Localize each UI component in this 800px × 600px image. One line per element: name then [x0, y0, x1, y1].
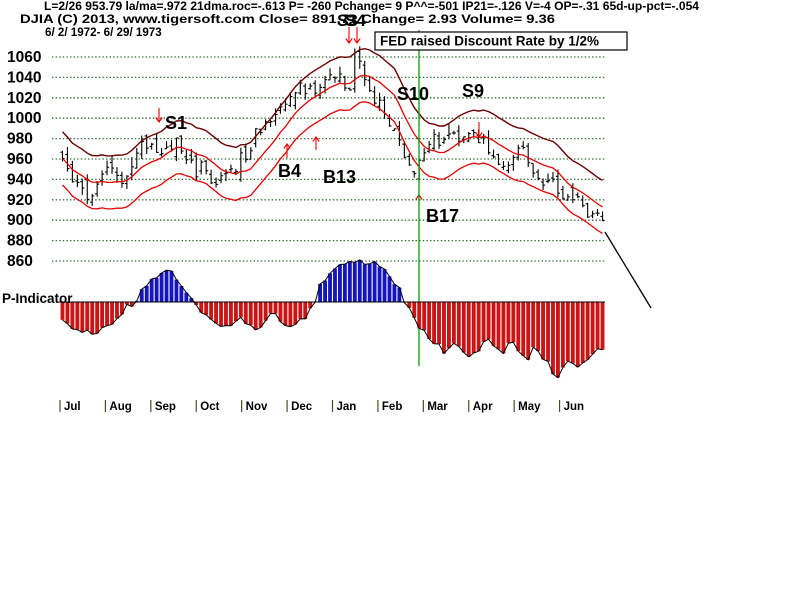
svg-text:S9: S9 — [462, 81, 484, 101]
svg-text:Jul: Jul — [64, 401, 81, 413]
svg-text:B4: B4 — [278, 161, 301, 181]
svg-text:860: 860 — [7, 253, 33, 270]
svg-text:S1: S1 — [165, 113, 187, 133]
svg-text:Apr: Apr — [473, 401, 493, 413]
svg-text:6/ 2/ 1972- 6/ 29/ 1973: 6/ 2/ 1972- 6/ 29/ 1973 — [45, 26, 162, 39]
svg-text:B17: B17 — [426, 206, 459, 226]
svg-text:May: May — [518, 401, 541, 413]
svg-text:1020: 1020 — [7, 90, 41, 107]
svg-text:980: 980 — [7, 131, 33, 148]
svg-text:Aug: Aug — [109, 401, 131, 413]
svg-text:880: 880 — [7, 233, 33, 250]
svg-text:1000: 1000 — [7, 110, 41, 127]
svg-text:Nov: Nov — [246, 401, 268, 413]
svg-text:Dec: Dec — [291, 401, 313, 413]
svg-text:Jun: Jun — [564, 401, 584, 413]
svg-text:1040: 1040 — [7, 69, 41, 86]
svg-text:Oct: Oct — [200, 401, 219, 413]
svg-text:Jan: Jan — [337, 401, 357, 413]
svg-text:P-Indicator: P-Indicator — [2, 291, 73, 306]
svg-text:L=2/26 953.79 la/ma=.972 2: L=2/26 953.79 la/ma=.972 21dma.roc=-.613… — [44, 0, 700, 13]
svg-text:Feb: Feb — [382, 401, 402, 413]
svg-text:B13: B13 — [323, 167, 356, 187]
svg-text:1060: 1060 — [7, 49, 41, 66]
svg-text:900: 900 — [7, 212, 33, 229]
svg-text:960: 960 — [7, 151, 33, 168]
svg-text:920: 920 — [7, 192, 33, 209]
svg-text:Sep: Sep — [155, 401, 176, 413]
svg-text:940: 940 — [7, 171, 33, 188]
svg-text:Mar: Mar — [427, 401, 448, 413]
svg-text:FED raised Discount Rate by 1/: FED raised Discount Rate by 1/2% — [380, 34, 599, 49]
svg-text:S10: S10 — [397, 84, 429, 104]
svg-text:DJIA (C) 2013, www.tigersof: DJIA (C) 2013, www.tigersoft.com Close= … — [20, 13, 556, 26]
